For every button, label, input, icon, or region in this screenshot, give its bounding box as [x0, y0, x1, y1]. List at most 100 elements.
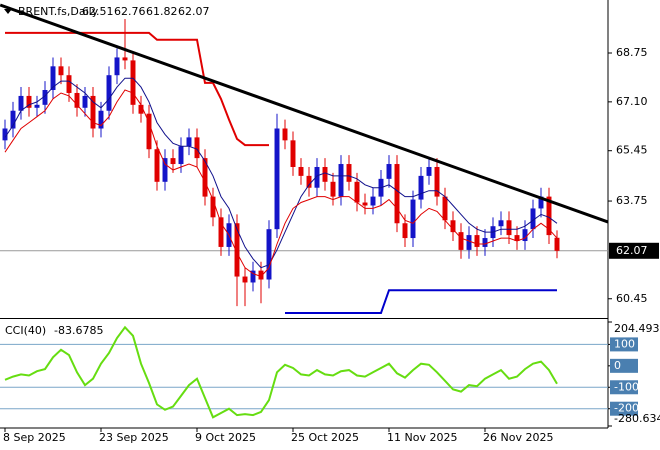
candle-body — [202, 158, 208, 197]
header-high: 62.76 — [114, 5, 146, 18]
candle-body — [50, 66, 56, 91]
candle-body — [42, 90, 48, 105]
overlay-line — [4, 77, 558, 269]
candle-body — [26, 95, 32, 108]
indicator-tick-label: 204.493 — [614, 322, 660, 335]
candle-body — [330, 181, 336, 197]
candle-body — [554, 237, 560, 251]
indicator-value: -83.6785 — [54, 324, 103, 337]
candle-body — [210, 196, 216, 218]
collapse-icon[interactable] — [4, 9, 12, 14]
candle-body — [530, 208, 536, 230]
header-close: 62.07 — [178, 5, 210, 18]
indicator-title: CCI(40) — [5, 324, 46, 337]
candle-body — [298, 166, 304, 176]
candle-body — [466, 235, 472, 250]
level-label-box — [610, 380, 638, 395]
candle-body — [282, 128, 288, 141]
price-panel — [0, 3, 608, 314]
candle-body — [218, 217, 224, 247]
candle-body — [66, 75, 72, 93]
y-tick-label: 60.45 — [616, 292, 648, 305]
candle-body — [106, 75, 112, 111]
candle-body — [178, 146, 184, 165]
candle-body — [354, 181, 360, 203]
candle-body — [138, 104, 144, 114]
candle-body — [162, 158, 168, 182]
candle-body — [2, 128, 8, 141]
candle-body — [498, 220, 504, 227]
x-tick-label: 8 Sep 2025 — [3, 431, 66, 444]
y-tick-label: 68.75 — [616, 46, 648, 59]
candle-body — [146, 113, 152, 150]
candle-body — [154, 149, 160, 182]
level-label-box — [610, 337, 638, 352]
candle-body — [34, 104, 40, 108]
candle-body — [362, 202, 368, 206]
candle-body — [114, 57, 120, 76]
x-tick-label: 9 Oct 2025 — [195, 431, 256, 444]
candle-body — [194, 137, 200, 159]
candle-body — [426, 166, 432, 176]
x-tick-label: 25 Oct 2025 — [291, 431, 359, 444]
candle-body — [314, 166, 320, 188]
candle-body — [538, 196, 544, 209]
candle-body — [346, 164, 352, 182]
candle-body — [322, 166, 328, 182]
indicator-tick-label: -280.634 — [614, 412, 660, 425]
candle-body — [450, 220, 456, 233]
candle-body — [242, 276, 248, 283]
candle-body — [258, 270, 264, 280]
candle-body — [338, 164, 344, 197]
candle-body — [82, 95, 88, 108]
indicator-line — [4, 325, 558, 419]
candle-body — [394, 164, 400, 224]
overlay-line — [285, 289, 557, 314]
candle-body — [402, 223, 408, 239]
candle-body — [474, 235, 480, 247]
candle-body — [74, 92, 80, 108]
indicator-tick-label: -100 — [614, 380, 639, 393]
candle-body — [506, 220, 512, 236]
candle-body — [514, 235, 520, 242]
header-open: 62.51 — [82, 5, 114, 18]
candle-body — [442, 196, 448, 221]
candle-body — [170, 158, 176, 165]
x-tick-label: 23 Sep 2025 — [99, 431, 169, 444]
candle-body — [546, 196, 552, 236]
y-tick-label: 63.75 — [616, 194, 648, 207]
trendline — [0, 3, 608, 224]
y-tick-label: 65.45 — [616, 144, 648, 157]
header-low: 61.82 — [146, 5, 178, 18]
level-label-box — [610, 358, 638, 373]
level-label-box — [610, 401, 638, 416]
candle-body — [418, 175, 424, 200]
candle-body — [186, 137, 192, 147]
candle-body — [386, 164, 392, 179]
candle-body — [522, 229, 528, 242]
candle-body — [122, 57, 128, 61]
x-tick-label: 26 Nov 2025 — [483, 431, 553, 444]
candle-body — [130, 60, 136, 105]
candle-body — [98, 110, 104, 129]
candle-body — [482, 238, 488, 247]
indicator-tick-label: 0 — [614, 359, 621, 372]
candle-body — [290, 140, 296, 167]
price-label-box — [609, 242, 659, 259]
x-tick-label: 11 Nov 2025 — [387, 431, 457, 444]
symbol-label: BRENT.fs,Daily — [18, 5, 99, 18]
overlay-line — [5, 31, 269, 147]
candle-body — [234, 223, 240, 277]
candle-body — [274, 128, 280, 230]
current-price-label: 62.07 — [616, 244, 648, 257]
candle-body — [90, 95, 96, 129]
candle-body — [58, 66, 64, 76]
candle-body — [306, 175, 312, 188]
candle-body — [10, 110, 16, 129]
candle-body — [18, 95, 24, 111]
candle-body — [434, 166, 440, 197]
candle-body — [458, 232, 464, 250]
overlay-line — [4, 89, 558, 278]
